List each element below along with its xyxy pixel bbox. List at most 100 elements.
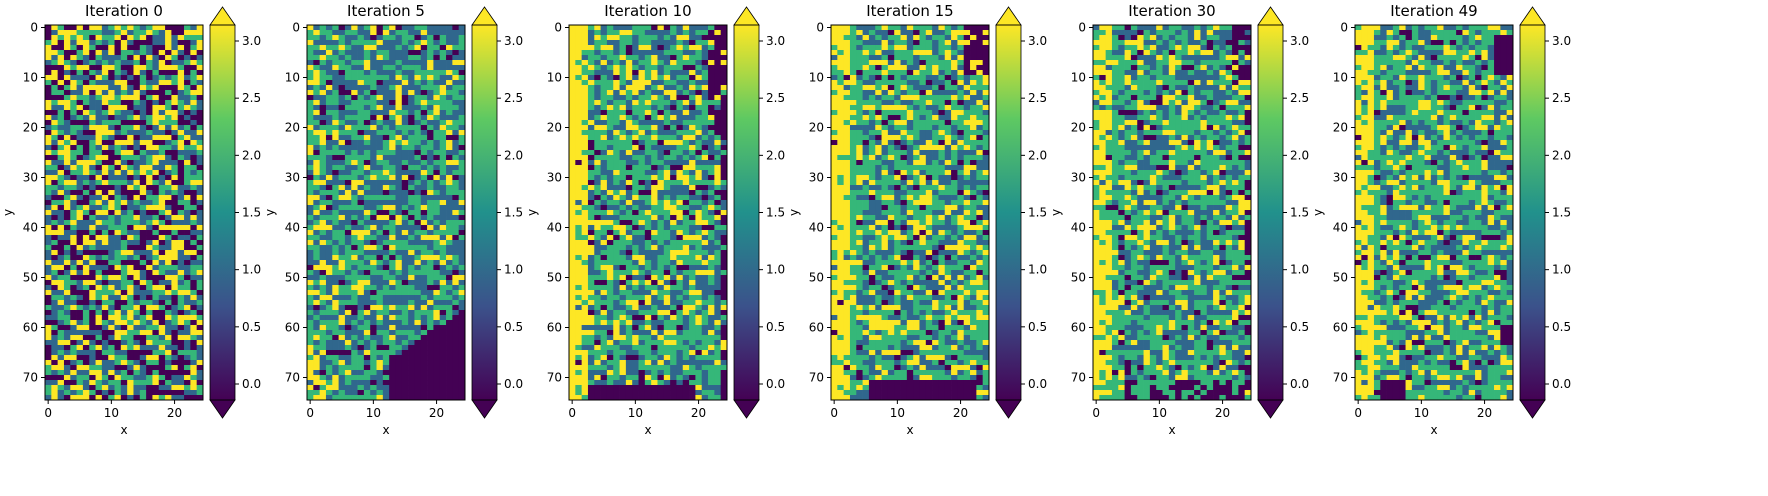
heatmap-cell	[395, 290, 403, 296]
heatmap-cell	[313, 275, 320, 281]
heatmap-cell	[446, 30, 453, 36]
heatmap-cell	[82, 130, 90, 136]
heatmap-cell	[120, 235, 128, 241]
heatmap-cell	[146, 75, 153, 81]
heatmap-cell	[389, 125, 396, 131]
heatmap-cell	[82, 210, 90, 216]
heatmap-cell	[165, 125, 172, 131]
heatmap-cell	[108, 175, 115, 181]
heatmap-cell	[625, 130, 633, 136]
heatmap-cell	[146, 295, 153, 301]
heatmap-cell	[184, 290, 191, 296]
heatmap-cell	[184, 160, 191, 166]
heatmap-cell	[575, 30, 582, 36]
heatmap-cell	[446, 385, 453, 391]
heatmap-cell	[344, 340, 352, 346]
heatmap-cell	[657, 220, 665, 226]
heatmap-cell	[177, 75, 185, 81]
heatmap-cell	[165, 75, 172, 81]
heatmap-cell	[139, 375, 147, 381]
heatmap-cell	[325, 340, 333, 346]
heatmap-cell	[382, 340, 390, 346]
heatmap-cell	[458, 385, 466, 391]
heatmap-cell	[139, 300, 147, 306]
heatmap-cell	[82, 195, 90, 201]
heatmap-cell	[190, 80, 198, 86]
heatmap-cell	[363, 270, 371, 276]
heatmap-cell	[307, 245, 314, 251]
heatmap-cell	[108, 140, 115, 146]
heatmap-cell	[657, 225, 665, 231]
heatmap-cell	[357, 220, 365, 226]
heatmap-cell	[332, 240, 339, 246]
heatmap-cell	[146, 315, 153, 321]
heatmap-cell	[657, 40, 665, 46]
heatmap-cell	[108, 240, 115, 246]
heatmap-cell	[439, 240, 447, 246]
heatmap-cell	[146, 310, 153, 316]
heatmap-cell	[357, 85, 365, 91]
heatmap-cell	[319, 25, 327, 31]
heatmap-cell	[569, 130, 576, 136]
heatmap-cell	[382, 325, 390, 331]
heatmap-cell	[420, 90, 428, 96]
heatmap-cell	[89, 305, 96, 311]
heatmap-cell	[196, 155, 204, 161]
heatmap-cell	[139, 175, 147, 181]
heatmap-cell	[114, 65, 122, 71]
heatmap-cell	[357, 270, 365, 276]
heatmap-cell	[414, 330, 422, 336]
heatmap-cell	[57, 250, 65, 256]
heatmap-cell	[439, 105, 447, 111]
heatmap-cell	[165, 55, 172, 61]
heatmap-cell	[619, 230, 627, 236]
heatmap-cell	[63, 380, 71, 386]
heatmap-cell	[401, 250, 409, 256]
heatmap-cell	[45, 160, 52, 166]
heatmap-cell	[408, 345, 415, 351]
heatmap-cell	[351, 295, 358, 301]
heatmap-cell	[651, 165, 658, 171]
heatmap-cell	[51, 135, 58, 141]
heatmap-cell	[644, 125, 652, 131]
heatmap-cell	[146, 385, 153, 391]
heatmap-cell	[127, 220, 134, 226]
heatmap-cell	[171, 265, 179, 271]
heatmap-cell	[638, 145, 646, 151]
heatmap-cell	[133, 125, 141, 131]
heatmap-cell	[158, 105, 166, 111]
heatmap-cell	[351, 265, 358, 271]
heatmap-cell	[389, 110, 396, 116]
heatmap-cell	[401, 240, 409, 246]
heatmap-cell	[165, 110, 172, 116]
heatmap-cell	[382, 80, 390, 86]
heatmap-cell	[319, 385, 327, 391]
heatmap-cell	[338, 180, 346, 186]
heatmap-cell	[714, 45, 722, 51]
heatmap-cell	[676, 35, 684, 41]
heatmap-cell	[344, 190, 352, 196]
y-tick-label: 40	[23, 221, 38, 235]
heatmap-cell	[594, 90, 601, 96]
heatmap-cell	[177, 395, 185, 401]
heatmap-cell	[389, 365, 396, 371]
heatmap-cell	[376, 200, 384, 206]
heatmap-cell	[177, 180, 185, 186]
heatmap-cell	[638, 185, 646, 191]
heatmap-cell	[619, 90, 627, 96]
heatmap-cell	[446, 205, 453, 211]
heatmap-cell	[114, 45, 122, 51]
heatmap-cell	[70, 55, 77, 61]
heatmap-cell	[363, 50, 371, 56]
heatmap-cell	[70, 180, 77, 186]
heatmap-cell	[108, 265, 115, 271]
heatmap-cell	[644, 135, 652, 141]
heatmap-cell	[446, 255, 453, 261]
heatmap-cell	[133, 75, 141, 81]
heatmap-cell	[446, 225, 453, 231]
heatmap-cell	[657, 45, 665, 51]
heatmap-cell	[439, 40, 447, 46]
heatmap-cell	[101, 195, 109, 201]
heatmap-cell	[452, 340, 460, 346]
heatmap-cell	[184, 30, 191, 36]
